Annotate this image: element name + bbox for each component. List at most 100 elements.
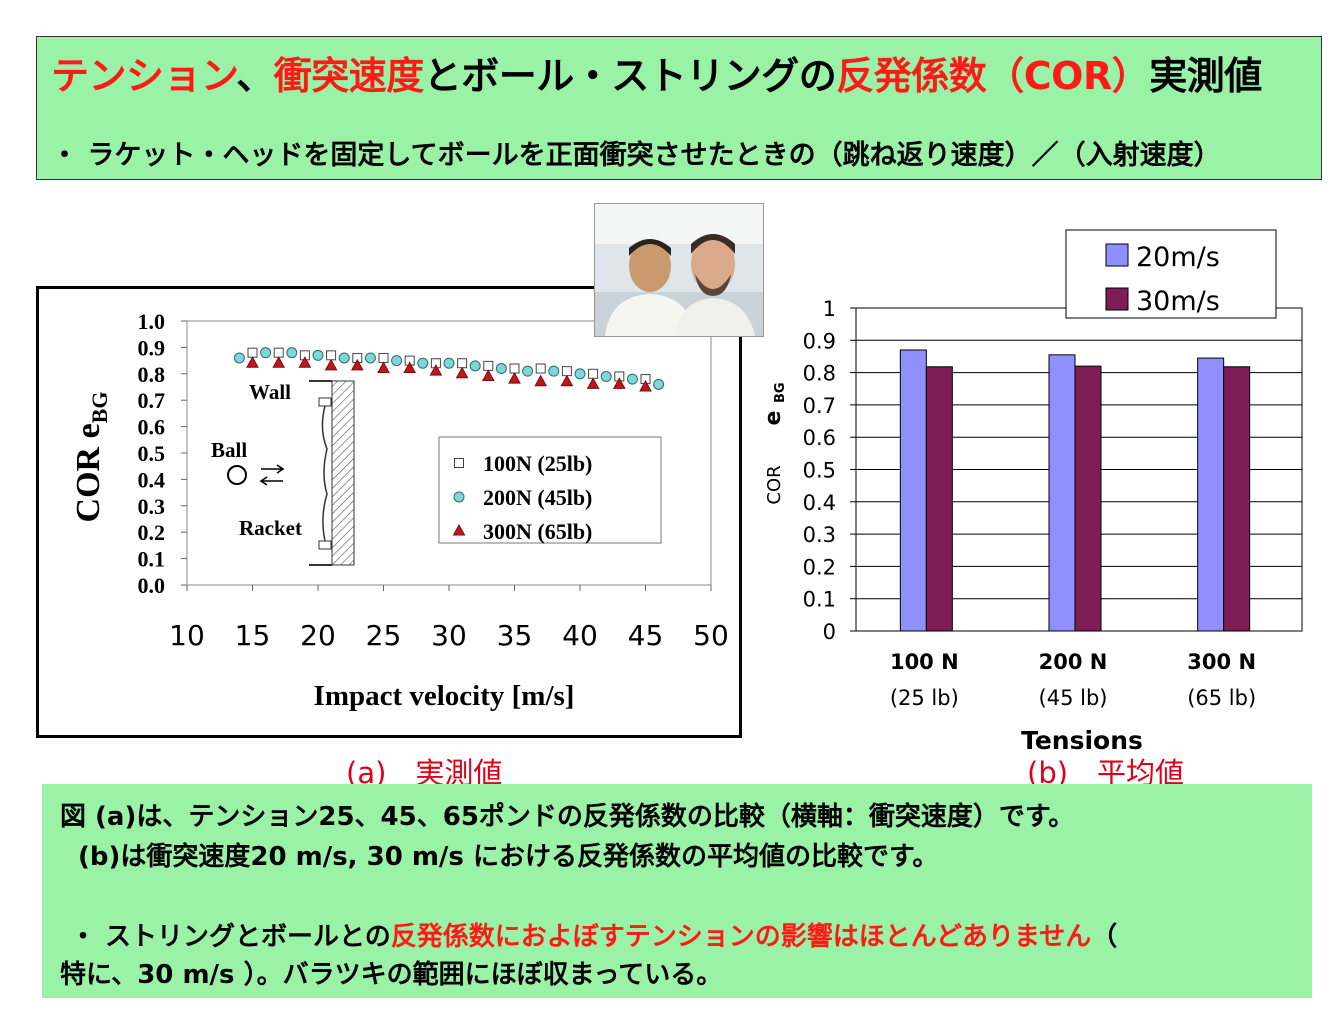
data-point	[588, 368, 599, 379]
data-point	[469, 360, 481, 372]
data-point	[377, 361, 390, 374]
note-line-2: (b)は衝突速度20 m/s, 30 m/s における反発係数の平均値の比較です…	[78, 842, 939, 872]
note-line-1: 図 (a)は、テンション25、45、65ポンドの反発係数の比較（横軸：衝突速度）…	[60, 802, 1075, 832]
y-axis-label-subscript: BG	[773, 382, 788, 403]
y-tick-label: 1	[823, 297, 836, 321]
category-sublabel: (25 lb)	[890, 686, 959, 710]
racket-rim-bottom	[318, 540, 332, 550]
category-label: 300 N	[1187, 650, 1256, 674]
data-point	[403, 361, 417, 374]
title-part: 衝突速度	[273, 54, 425, 98]
data-point	[247, 347, 258, 358]
y-tick-label: 0.5	[803, 459, 836, 483]
data-point	[452, 523, 466, 536]
legend-label: 20m/s	[1136, 242, 1220, 273]
legend-box	[1065, 229, 1277, 319]
x-tick-label: 45	[628, 619, 664, 652]
data-point	[612, 377, 626, 389]
data-point	[272, 356, 286, 368]
y-axis-label: COR eBG	[70, 392, 112, 523]
x-tick-label: 20	[300, 619, 336, 652]
bar	[1223, 366, 1251, 632]
racket-rim-top	[318, 397, 332, 407]
y-tick-label: 0.6	[803, 426, 836, 450]
inset-label-racket: Racket	[239, 516, 302, 540]
y-tick-label: 0.7	[138, 388, 166, 413]
data-point	[312, 349, 324, 361]
y-axis-label-subscript: BG	[87, 392, 112, 424]
y-tick-label: 0.6	[138, 415, 166, 440]
y-tick-label: 0.3	[803, 523, 836, 547]
data-point	[391, 355, 403, 367]
title-part: 実測値	[1149, 54, 1262, 98]
x-axis-label: Tensions	[1021, 726, 1143, 755]
legend-label: 100N (25lb)	[483, 451, 592, 476]
data-point	[233, 352, 245, 364]
y-tick-label: 0.0	[138, 573, 166, 598]
category-sublabel: (65 lb)	[1187, 686, 1256, 710]
data-point	[429, 364, 443, 376]
y-tick-label: 0.3	[138, 494, 166, 519]
data-point	[574, 368, 586, 380]
ball-shape	[227, 465, 247, 485]
note-part: ・ ストリングとボールとの	[70, 922, 391, 952]
legend-swatch	[1105, 287, 1129, 311]
y-tick-label: 0.7	[803, 394, 836, 418]
y-tick-label: 0	[823, 620, 836, 644]
x-axis-label: Impact velocity [m/s]	[314, 680, 575, 712]
note-line-4: 特に、30 m/s ）。バラツキの範囲にほぼ収まっている。	[60, 960, 723, 990]
page-title: テンション、衝突速度とボール・ストリングの反発係数（COR）実測値	[51, 45, 1262, 100]
legend-label: 300N (65lb)	[483, 519, 592, 544]
legend-box	[438, 436, 662, 544]
bar	[1048, 354, 1076, 632]
title-part: 反発係数（COR）	[836, 54, 1150, 98]
inset-label-wall: Wall	[249, 380, 291, 404]
arrow-right	[261, 464, 285, 474]
data-point	[260, 347, 272, 359]
y-tick-label: 1.0	[138, 309, 166, 334]
photo-image	[595, 204, 763, 336]
title-part: 、	[236, 54, 274, 98]
data-point	[324, 358, 338, 371]
note-part: 反発係数におよぼすテンションの影響はほとんどありません	[390, 922, 1092, 952]
header-box: テンション、衝突速度とボール・ストリングの反発係数（COR）実測値 ・ ラケット…	[36, 36, 1322, 180]
data-point	[378, 352, 389, 363]
category-sublabel: (45 lb)	[1039, 686, 1108, 710]
y-tick-label: 0.1	[138, 547, 166, 572]
note-line-3: ・ ストリングとボールとの反発係数におよぼすテンションの影響はほとんどありません…	[70, 916, 1117, 953]
chart-a-panel: 0.0 0.1 0.2 0.3 0.4 0.5 0.6 0.7 0.8 0.9 1.0 10 15 20 2…	[36, 286, 742, 738]
y-tick-label: 0.9	[138, 335, 166, 360]
page-subtitle: ・ ラケット・ヘッドを固定してボールを正面衝突させたときの（跳ね返り速度）／（入…	[51, 140, 1221, 171]
data-point	[273, 347, 284, 358]
data-point	[600, 370, 612, 382]
legend-swatch	[1105, 243, 1129, 267]
x-tick-label: 30	[431, 619, 467, 652]
wall-shape	[331, 380, 355, 566]
title-part: とボール・ストリングの	[423, 54, 837, 98]
data-point	[453, 491, 465, 503]
y-tick-label: 0.8	[803, 362, 836, 386]
data-point	[481, 369, 495, 381]
data-point	[639, 379, 652, 392]
y-tick-label: 0.2	[138, 520, 166, 545]
y-tick-label: 0.4	[138, 467, 166, 492]
data-point	[509, 363, 520, 374]
data-point	[286, 347, 298, 359]
category-label: 100 N	[890, 650, 959, 674]
y-tick-label: 0.8	[138, 362, 166, 387]
x-tick-label: 25	[366, 619, 402, 652]
category-label: 200 N	[1039, 650, 1108, 674]
data-point	[535, 363, 546, 374]
data-point	[560, 374, 574, 387]
data-point	[508, 372, 521, 384]
data-point	[653, 378, 665, 390]
data-point	[586, 377, 600, 389]
y-tick-label: 0.5	[138, 441, 166, 466]
arrow-left	[259, 476, 283, 486]
data-point	[326, 350, 337, 361]
x-tick-label: 10	[169, 619, 205, 652]
x-tick-label: 40	[562, 619, 598, 652]
data-point	[548, 365, 560, 377]
y-tick-label: 0.4	[803, 491, 836, 515]
x-tick-label: 15	[235, 619, 271, 652]
